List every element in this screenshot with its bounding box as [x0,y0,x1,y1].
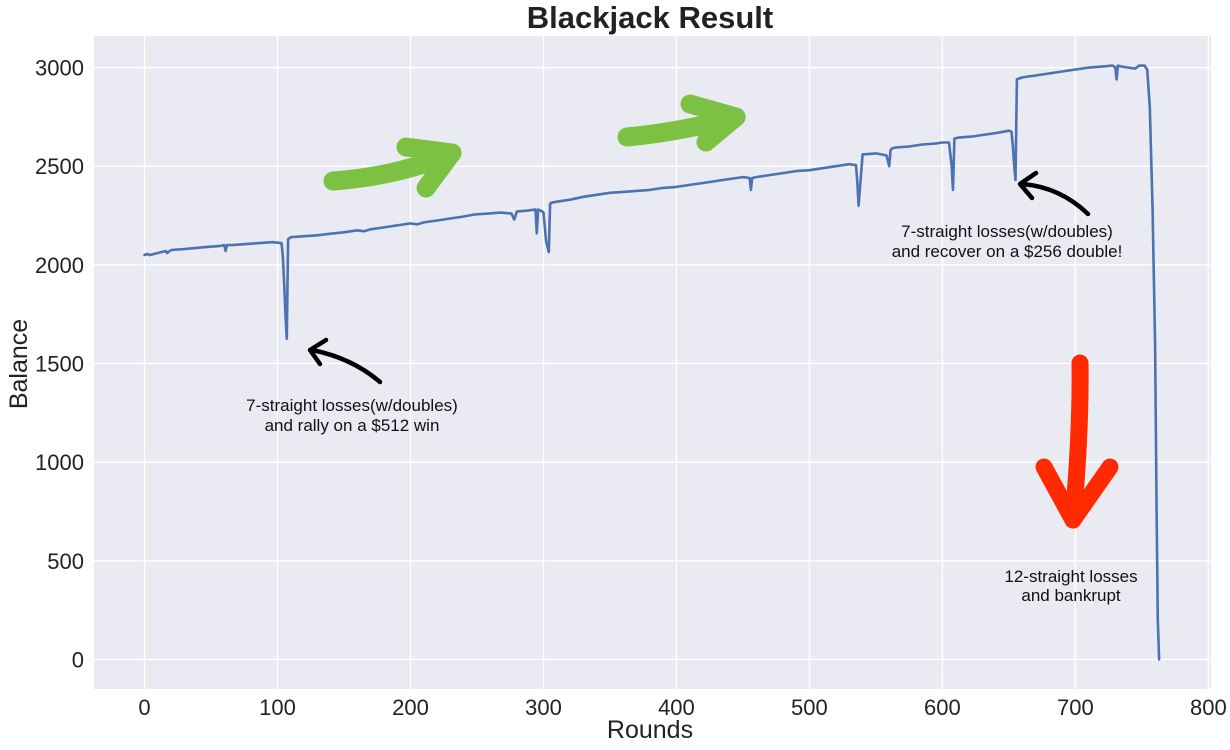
x-tick-label: 0 [138,695,150,720]
annotation-recover-line1: 7-straight losses(w/doubles) [901,222,1113,241]
x-tick-label: 700 [1057,695,1094,720]
black-arrow-head-1 [307,337,329,367]
annotation-bankrupt-line1: 12-straight losses [1004,567,1137,586]
annotation-bankrupt-line2: and bankrupt [1021,586,1121,605]
plot-background [94,36,1211,689]
annotation-rally-line1: 7-straight losses(w/doubles) [246,396,458,415]
data-series [143,64,1161,661]
x-tick-label: 400 [658,695,695,720]
black-arrow-head-2 [1017,170,1039,201]
black-arrow-shaft-1 [309,347,383,385]
y-tick-label: 1000 [35,450,84,475]
annotation-rally-line2: and rally on a $512 win [265,416,440,435]
tick-labels: 0 100 200 300 400 500 600 700 800 0 500 1000 1500 200… [35,56,1227,720]
x-tick-label: 500 [791,695,828,720]
x-tick-label: 600 [924,695,961,720]
annotation-recover: 7-straight losses(w/doubles) and recover… [892,222,1123,261]
red-arrow-shaft [1064,354,1089,529]
x-tick-label: 100 [259,695,296,720]
y-tick-label: 0 [72,647,84,672]
x-axis-label: Rounds [607,716,693,744]
y-axis-label: Balance [5,319,33,409]
annotation-recover-line2: and recover on a $256 double! [892,242,1123,261]
chart-title: Blackjack Result [527,0,773,35]
y-tick-label: 2500 [35,154,84,179]
green-arrow-head-1 [396,137,462,198]
y-tick-label: 1500 [35,351,84,376]
red-arrow-head [1035,458,1119,529]
green-arrow-head-2 [680,94,746,152]
x-tick-label: 800 [1190,695,1227,720]
annotation-arrows [307,94,1119,529]
annotation-bankrupt: 12-straight losses and bankrupt [1004,567,1137,605]
x-tick-label: 300 [525,695,562,720]
balance-series-line [143,64,1161,661]
y-tick-label: 500 [47,549,84,574]
y-tick-label: 2000 [35,253,84,278]
x-tick-label: 200 [392,695,429,720]
black-arrow-shaft-2 [1019,181,1091,217]
annotation-rally: 7-straight losses(w/doubles) and rally o… [246,396,458,435]
y-tick-label: 3000 [35,56,84,81]
